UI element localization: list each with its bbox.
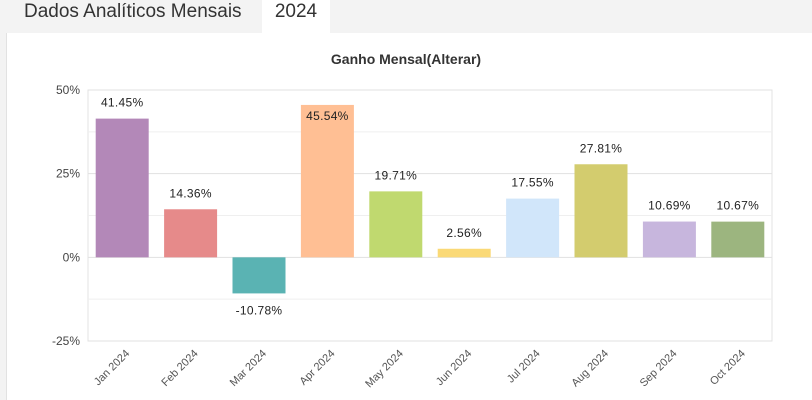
x-tick-label: Jul 2024 [505, 348, 543, 386]
bar[interactable] [369, 191, 423, 258]
y-tick-label: 50% [56, 83, 80, 97]
x-tick-label: Apr 2024 [297, 348, 337, 388]
y-axis: -25% 0% 25% 50% [52, 83, 80, 348]
bar[interactable] [164, 209, 218, 258]
x-tick-label: May 2024 [363, 348, 406, 391]
bar[interactable] [642, 221, 696, 258]
data-label: 27.81% [580, 141, 623, 155]
tab-monthly-analytics[interactable]: Dados Analíticos Mensais [24, 1, 242, 22]
tab-bar: Dados Analíticos Mensais 2024 [0, 0, 812, 33]
y-tick-label: 25% [56, 167, 80, 181]
data-label: 45.54% [306, 109, 349, 123]
y-tick-label: 0% [63, 250, 81, 264]
x-tick-label: Jan 2024 [92, 348, 132, 388]
x-tick-label: Oct 2024 [708, 348, 748, 388]
x-axis: Jan 2024 Feb 2024 Mar 2024 Apr 2024 May 2024… [92, 348, 748, 391]
x-tick-label: Sep 2024 [638, 348, 680, 390]
y-tick-label: -25% [52, 334, 80, 348]
x-tick-label: Feb 2024 [159, 348, 200, 389]
bar[interactable] [300, 104, 354, 258]
data-label: 19.71% [375, 168, 418, 182]
x-tick-label: Mar 2024 [228, 348, 269, 389]
bar[interactable] [711, 221, 765, 258]
data-label: 17.55% [511, 176, 554, 190]
bar[interactable] [506, 198, 560, 258]
bar[interactable] [95, 118, 149, 258]
bar[interactable] [437, 248, 491, 258]
data-label: 2.56% [446, 226, 482, 240]
data-label: 10.69% [648, 199, 691, 213]
data-label: 14.36% [169, 186, 212, 200]
chart-grid [87, 89, 773, 342]
tab-year[interactable]: 2024 [262, 0, 330, 33]
x-tick-label: Jun 2024 [434, 348, 474, 388]
chart-title: Ganho Mensal(Alterar) [331, 51, 481, 67]
data-label: 41.45% [101, 96, 144, 110]
data-label: 10.67% [717, 199, 760, 213]
bar[interactable] [232, 257, 286, 294]
data-label: -10.78% [236, 303, 283, 317]
x-tick-label: Aug 2024 [569, 348, 611, 390]
bar[interactable] [574, 164, 628, 258]
bar-series: 41.45% 14.36% -10.78% 45.54% 19.71% 2.56% 17.5… [95, 96, 765, 317]
